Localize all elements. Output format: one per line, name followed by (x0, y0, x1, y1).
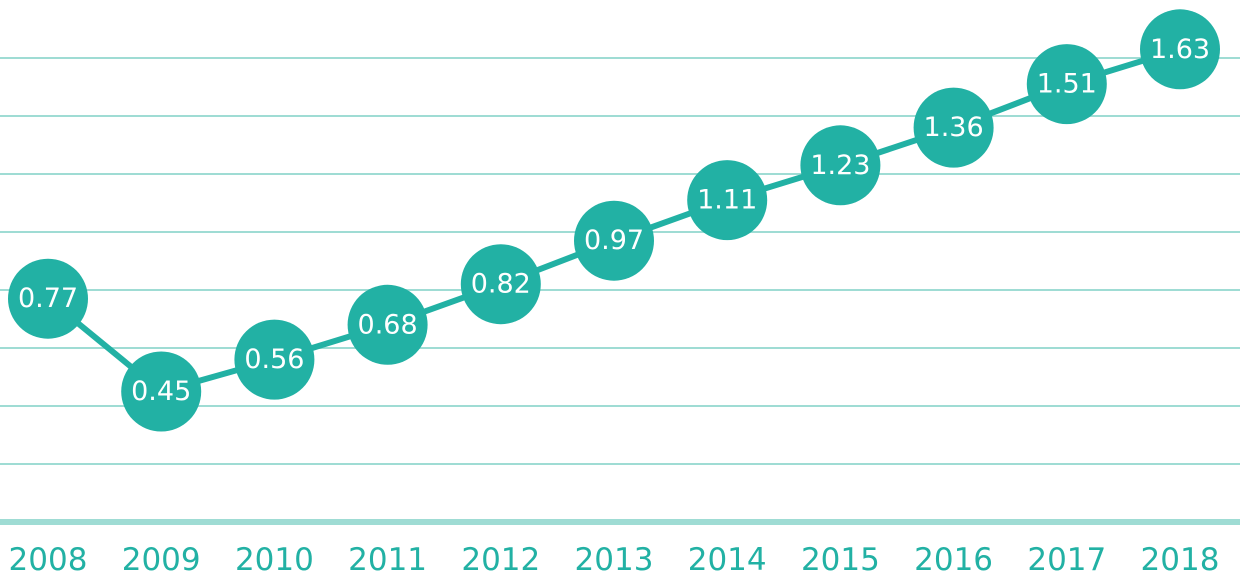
data-point-2018 (1140, 9, 1220, 90)
data-label-2008: 0.77 (18, 283, 78, 314)
data-point-2014 (687, 160, 768, 241)
x-tick-label-2009: 2009 (122, 542, 201, 578)
data-points (8, 9, 1220, 432)
x-tick-label-2016: 2016 (914, 542, 993, 578)
data-point-2008 (8, 258, 88, 339)
x-tick-label-2008: 2008 (9, 542, 88, 578)
x-tick-label-2014: 2014 (688, 542, 767, 578)
x-tick-label-2018: 2018 (1141, 542, 1220, 578)
x-tick-label-2017: 2017 (1027, 542, 1106, 578)
data-labels: 0.77 0.45 0.56 0.68 0.82 0.97 1.11 1.23 1.36 1.51… (18, 34, 1210, 407)
data-label-2012: 0.82 (471, 269, 531, 300)
data-label-2017: 1.51 (1037, 69, 1097, 100)
data-point-2011 (347, 284, 428, 365)
data-label-2013: 0.97 (584, 225, 644, 256)
x-tick-label-2013: 2013 (575, 542, 654, 578)
x-tick-label-2010: 2010 (235, 542, 314, 578)
data-point-2017 (1026, 44, 1107, 125)
x-tick-label-2015: 2015 (801, 542, 880, 578)
data-label-2009: 0.45 (131, 376, 191, 407)
data-label-2010: 0.56 (244, 344, 304, 375)
x-axis-tick-labels: 2008 2009 2010 2011 2012 2013 2014 2015 2016 2017… (9, 542, 1220, 578)
data-point-2009 (121, 351, 202, 432)
data-point-2013 (574, 200, 654, 281)
x-tick-label-2012: 2012 (461, 542, 540, 578)
data-label-2011: 0.68 (358, 309, 418, 340)
data-point-2010 (234, 319, 315, 400)
data-point-2012 (460, 244, 541, 325)
x-tick-label-2011: 2011 (348, 542, 427, 578)
data-label-2016: 1.36 (924, 112, 984, 143)
data-label-2014: 1.11 (697, 185, 757, 216)
data-label-2018: 1.63 (1150, 34, 1210, 65)
data-label-2015: 1.23 (810, 150, 870, 181)
data-point-2015 (800, 125, 881, 206)
data-point-2016 (913, 87, 994, 168)
